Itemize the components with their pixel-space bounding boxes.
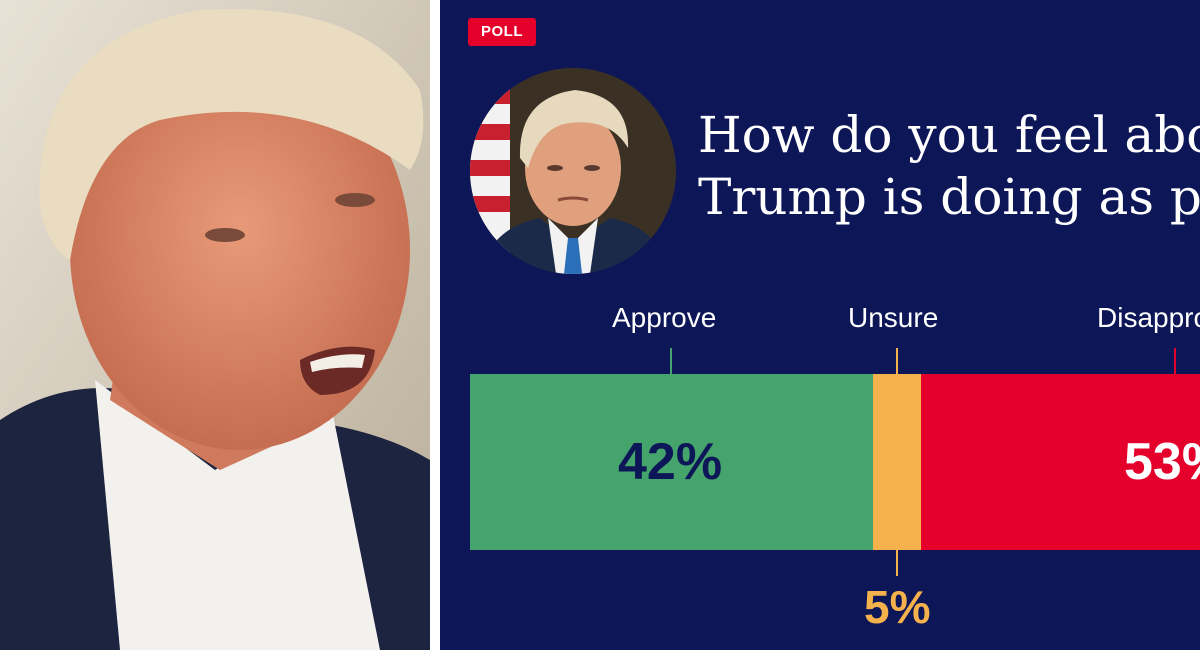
poll-question-line-1: How do you feel about [698, 106, 1200, 164]
disapprove-tick [1174, 348, 1176, 374]
approve-tick [670, 348, 672, 374]
approve-percent: 42% [618, 433, 723, 491]
approve-label: Approve [612, 302, 717, 333]
poll-badge: POLL [468, 18, 536, 46]
unsure-label: Unsure [848, 302, 939, 333]
disapprove-segment [921, 374, 1200, 550]
poll-question: How do you feel about Trump is doing as … [698, 104, 1200, 228]
disapprove-percent: 53% [1124, 433, 1200, 491]
unsure-tick-top [896, 348, 898, 374]
panel-divider [430, 0, 440, 650]
unsure-tick-bottom [896, 550, 898, 576]
approve-segment [470, 374, 874, 550]
avatar [470, 68, 676, 274]
avatar-portrait-illustration [470, 68, 676, 274]
left-portrait-photo [0, 0, 430, 650]
poll-question-line-2: Trump is doing as president? [698, 168, 1200, 226]
poll-panel: POLL How do you feel about Trump is doin… [440, 0, 1200, 650]
results-bar [470, 374, 1200, 550]
disapprove-label: Disapprove [1097, 302, 1200, 333]
unsure-segment [873, 374, 922, 550]
unsure-percent: 5% [864, 581, 931, 633]
portrait-illustration [0, 0, 430, 650]
